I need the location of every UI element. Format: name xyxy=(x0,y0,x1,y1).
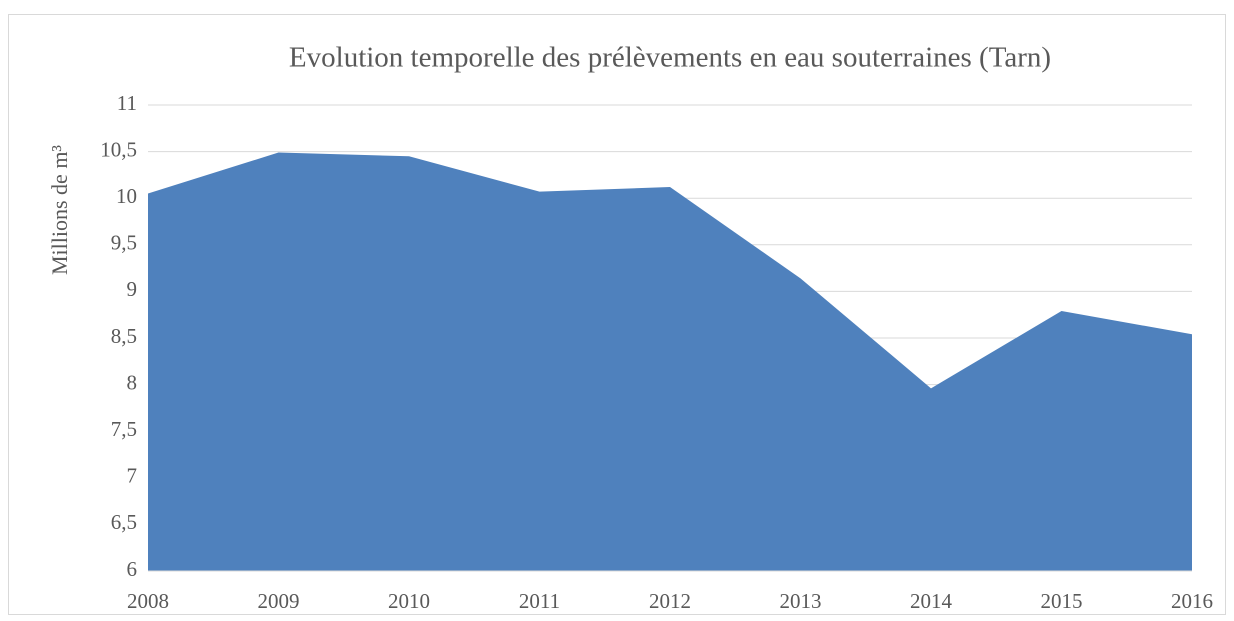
y-tick-label: 8,5 xyxy=(111,324,137,348)
y-axis-label: Millions de m³ xyxy=(47,145,72,275)
x-tick-label: 2013 xyxy=(780,589,822,613)
y-tick-label: 10 xyxy=(116,184,137,208)
x-tick-label: 2015 xyxy=(1041,589,1083,613)
y-tick-label: 8 xyxy=(127,370,138,394)
x-tick-label: 2011 xyxy=(519,589,560,613)
area xyxy=(148,152,1192,572)
y-tick-label: 10,5 xyxy=(100,137,137,161)
y-tick-label: 9,5 xyxy=(111,231,137,255)
chart-title: Evolution temporelle des prélèvements en… xyxy=(289,42,1051,74)
x-tick-label: 2016 xyxy=(1171,589,1213,613)
x-tick-label: 2014 xyxy=(910,589,953,613)
x-tick-label: 2010 xyxy=(388,589,430,613)
x-tick-label: 2009 xyxy=(258,589,300,613)
y-tick-label: 9 xyxy=(127,277,138,301)
y-tick-label: 11 xyxy=(117,91,137,115)
y-tick-label: 6,5 xyxy=(111,510,137,534)
x-tick-label: 2008 xyxy=(127,589,169,613)
x-tick-label: 2012 xyxy=(649,589,691,613)
y-tick-label: 7,5 xyxy=(111,417,137,441)
y-tick-label: 7 xyxy=(127,464,138,488)
y-tick-label: 6 xyxy=(127,557,138,581)
